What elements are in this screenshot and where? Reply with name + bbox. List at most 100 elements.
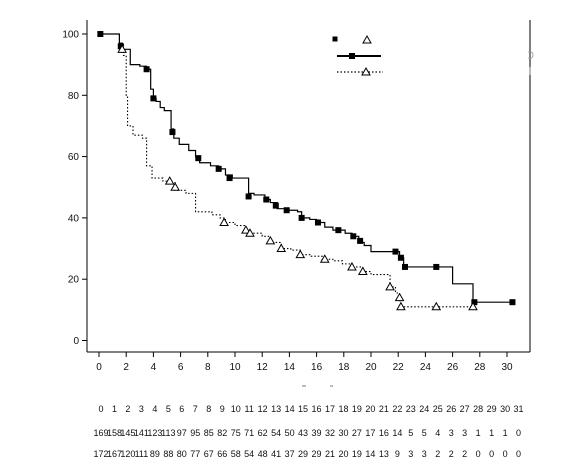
risk-time-label: 11: [244, 404, 253, 414]
series-2-marker: [319, 254, 330, 263]
series-2-marker: [394, 292, 405, 302]
x-tick-label: 24: [420, 362, 432, 373]
series-1-marker: [215, 165, 222, 172]
risk-count-row-1: 71: [244, 428, 254, 438]
series-2-marker: [117, 44, 127, 53]
series-1-marker: [402, 263, 408, 270]
x-tick-label: 26: [447, 362, 459, 373]
risk-time-label: 9: [220, 404, 225, 414]
risk-count-row-2: 2: [435, 449, 440, 459]
risk-count-row-2: 120: [120, 449, 135, 459]
risk-count-row-1: 14: [392, 428, 402, 438]
series-2-marker: [276, 243, 287, 253]
risk-count-row-2: 58: [231, 449, 241, 459]
series-1-marker: [509, 299, 516, 306]
risk-count-row-2: 0: [489, 449, 494, 459]
risk-time-label: 13: [271, 404, 281, 414]
series-2-marker: [164, 176, 175, 185]
risk-count-row-1: 97: [177, 428, 187, 438]
series-2-marker: [295, 249, 306, 259]
risk-count-row-1: 30: [338, 428, 348, 438]
risk-time-label: 18: [338, 404, 348, 414]
x-tick-label: 14: [284, 362, 296, 373]
risk-time-label: 12: [258, 404, 268, 414]
risk-count-row-2: 2: [462, 449, 467, 459]
risk-count-row-2: 19: [352, 449, 362, 459]
risk-time-label: 19: [352, 404, 362, 414]
risk-time-label: 15: [298, 404, 308, 414]
x-tick-label: 2: [123, 362, 129, 373]
x-tick-label: 22: [393, 362, 405, 373]
x-tick-label: 4: [151, 362, 157, 373]
series-2-marker: [385, 281, 395, 291]
risk-count-row-2: 80: [177, 449, 187, 459]
risk-time-label: 29: [487, 404, 497, 414]
risk-count-row-2: 3: [408, 449, 413, 459]
x-tick-label: 30: [501, 362, 513, 373]
risk-time-label: 2: [125, 404, 130, 414]
risk-time-label: 1: [112, 404, 117, 414]
risk-count-row-1: 43: [298, 428, 308, 438]
series-2-marker: [357, 266, 368, 276]
risk-count-row-1: 75: [231, 428, 241, 438]
series-1-marker: [195, 155, 202, 162]
y-tick-label: 20: [68, 275, 80, 286]
risk-count-row-2: 29: [312, 449, 322, 459]
risk-count-row-2: 0: [516, 449, 521, 459]
series-2-marker: [241, 225, 251, 234]
risk-count-row-1: 123: [147, 428, 162, 438]
legend-triangle-icon: [362, 34, 372, 44]
series-1-marker: [350, 233, 357, 240]
risk-count-row-2: 21: [325, 449, 335, 459]
risk-count-row-1: 3: [462, 428, 467, 438]
series-2-line: [99, 33, 473, 308]
risk-time-label: 14: [285, 404, 295, 414]
right-edge-fragments: [527, 51, 534, 75]
risk-count-row-1: 169: [93, 428, 108, 438]
series-1-marker: [314, 219, 321, 226]
series-1-marker: [117, 43, 124, 50]
series-2-marker: [468, 301, 478, 311]
risk-time-label: 23: [406, 404, 416, 414]
risk-time-label: 6: [179, 404, 184, 414]
risk-count-row-1: 95: [190, 428, 200, 438]
legend-square-icon: [332, 36, 338, 42]
risk-count-row-1: 141: [134, 428, 149, 438]
risk-count-row-1: 54: [271, 428, 281, 438]
x-tick-label: 10: [229, 362, 241, 373]
series-layer: [97, 31, 516, 311]
x-tick-label: 0: [96, 362, 102, 373]
series-2-marker: [431, 301, 442, 311]
risk-count-row-2: 14: [365, 449, 375, 459]
series-1-marker: [335, 227, 342, 234]
risk-time-label: 3: [139, 404, 144, 414]
risk-count-row-1: 1: [476, 428, 481, 438]
risk-time-label: 22: [392, 404, 402, 414]
risk-count-row-2: 29: [298, 449, 308, 459]
risk-count-row-2: 54: [244, 449, 254, 459]
risk-count-row-1: 158: [107, 428, 122, 438]
risk-time-label: 30: [500, 404, 510, 414]
risk-count-row-2: 0: [503, 449, 508, 459]
risk-time-label: 0: [98, 404, 103, 414]
series-1-marker: [150, 95, 157, 102]
risk-count-row-2: 67: [204, 449, 214, 459]
y-tick-label: 40: [68, 213, 80, 224]
number-at-risk-table: 0 1 2 3 4 5 6 7 8 9 10 11 12 13 14 15 16 17 18 19 20 21 22 23 24…: [93, 404, 523, 459]
series-1-marker: [263, 196, 270, 203]
risk-time-label: 31: [514, 404, 524, 414]
risk-count-row-2: 2: [449, 449, 454, 459]
x-tick-label: 16: [311, 362, 323, 373]
risk-time-label: 26: [446, 404, 456, 414]
risk-time-label: 16: [312, 404, 322, 414]
risk-count-row-1: 32: [325, 428, 335, 438]
risk-count-row-1: 1: [489, 428, 494, 438]
risk-count-row-2: 20: [338, 449, 348, 459]
risk-count-row-1: 113: [161, 428, 175, 438]
risk-count-row-2: 41: [271, 449, 281, 459]
risk-count-row-2: 9: [395, 449, 400, 459]
risk-count-row-1: 82: [217, 428, 227, 438]
y-tick-label: 0: [73, 336, 79, 347]
series-1-line: [99, 33, 514, 303]
